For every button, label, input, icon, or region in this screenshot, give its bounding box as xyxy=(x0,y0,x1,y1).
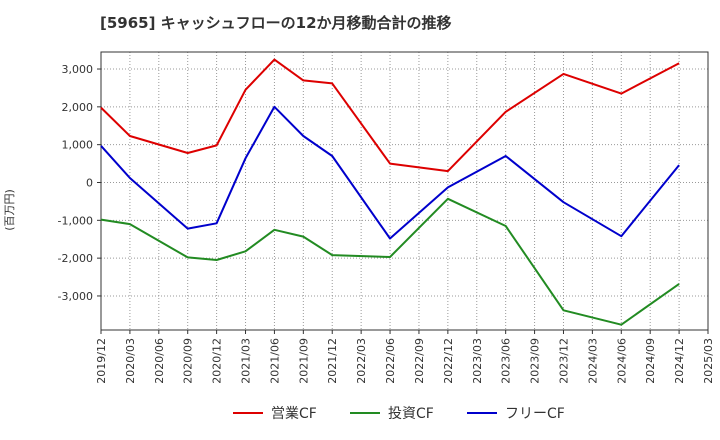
x-tick-label: 2021/12 xyxy=(326,338,339,384)
x-tick-label: 2021/09 xyxy=(297,338,310,384)
chart-title: [5965] キャッシュフローの12か月移動合計の推移 xyxy=(100,14,452,32)
x-tick-label: 2023/12 xyxy=(557,338,570,384)
y-tick-label: 2,000 xyxy=(62,101,94,114)
x-tick-label: 2021/06 xyxy=(268,338,281,384)
series-group xyxy=(100,58,680,326)
y-tick-label: 3,000 xyxy=(62,63,94,76)
y-tick-label: -2,000 xyxy=(58,252,93,265)
legend: 営業CF 投資CF フリーCF xyxy=(233,406,565,422)
x-tick-label: 2020/03 xyxy=(124,338,137,384)
plot-frame xyxy=(100,51,709,331)
x-tick-label: 2021/03 xyxy=(240,338,253,384)
x-tick-label: 2023/09 xyxy=(529,338,542,384)
x-tick-label: 2022/06 xyxy=(384,338,397,384)
x-tick-label: 2020/12 xyxy=(211,338,224,384)
x-tick-label: 2023/03 xyxy=(471,338,484,384)
x-tick-label: 2023/06 xyxy=(500,338,513,384)
legend-label-1: 営業CF xyxy=(271,406,317,422)
x-tick-label: 2024/09 xyxy=(644,338,657,384)
series-line-3 xyxy=(100,105,680,240)
legend-label-2: 投資CF xyxy=(388,406,434,422)
y-tick-label: -3,000 xyxy=(58,290,93,303)
series-line-2 xyxy=(100,197,680,326)
x-tick-label: 2020/09 xyxy=(182,338,195,384)
x-tick-label: 2019/12 xyxy=(95,338,108,384)
x-tick-label: 2024/06 xyxy=(615,338,628,384)
x-tick-label: 2025/03 xyxy=(702,338,715,384)
legend-label-3: フリーCF xyxy=(505,406,565,422)
y-axis: 3,000 2,000 1,000 0 -1,000 -2,000 -3,000 xyxy=(58,63,101,303)
x-tick-label: 2022/12 xyxy=(442,338,455,384)
x-axis: 2019/12 2020/03 2020/06 2020/09 2020/12 2021/… xyxy=(95,330,715,384)
grid xyxy=(100,52,709,330)
x-tick-label: 2020/06 xyxy=(153,338,166,384)
y-tick-label: 0 xyxy=(86,176,93,189)
x-tick-label: 2022/09 xyxy=(413,338,426,384)
y-tick-label: -1,000 xyxy=(58,214,93,227)
x-tick-label: 2022/03 xyxy=(355,338,368,384)
x-tick-label: 2024/12 xyxy=(673,338,686,384)
series-line-1 xyxy=(100,58,680,173)
x-tick-label: 2024/03 xyxy=(586,338,599,384)
y-tick-label: 1,000 xyxy=(62,139,94,152)
